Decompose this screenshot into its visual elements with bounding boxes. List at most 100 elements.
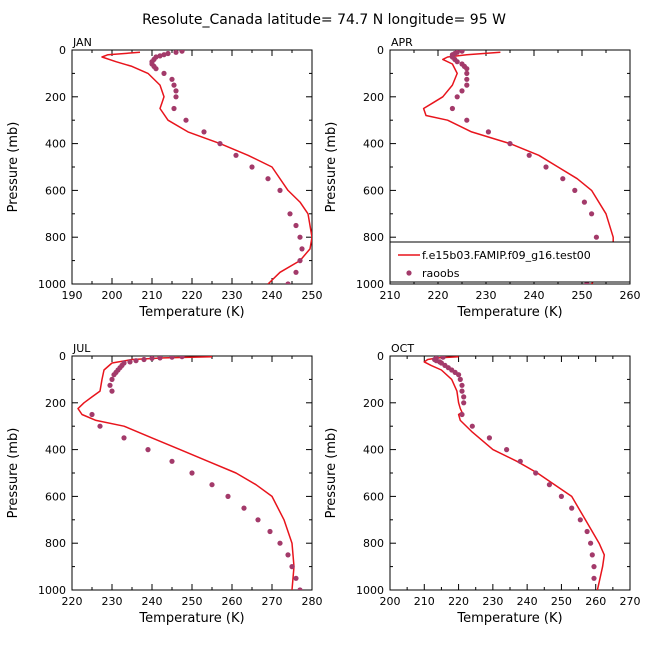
x-tick-label: 230 bbox=[476, 289, 497, 302]
raoobs-point bbox=[517, 458, 523, 464]
raoobs-point bbox=[560, 176, 566, 182]
raoobs-point bbox=[297, 258, 303, 264]
raoobs-point bbox=[297, 587, 303, 590]
y-tick-label: 400 bbox=[45, 138, 66, 151]
raoobs-point bbox=[459, 50, 465, 54]
raoobs-point bbox=[183, 117, 189, 123]
y-tick-label: 200 bbox=[45, 397, 66, 410]
raoobs-point bbox=[133, 358, 139, 364]
raoobs-point bbox=[153, 66, 159, 72]
x-tick-label: 260 bbox=[620, 289, 641, 302]
plot-area bbox=[422, 50, 614, 284]
panel-label: JAN bbox=[72, 36, 92, 49]
raoobs-point bbox=[464, 70, 470, 76]
y-tick-label: 800 bbox=[363, 537, 384, 550]
y-tick-label: 600 bbox=[45, 490, 66, 503]
raoobs-point bbox=[225, 493, 231, 499]
raoobs-point bbox=[111, 372, 117, 378]
raoobs-point bbox=[169, 76, 175, 82]
y-tick-label: 600 bbox=[45, 184, 66, 197]
raoobs-point bbox=[533, 470, 539, 476]
y-tick-label: 200 bbox=[363, 91, 384, 104]
panel-label: APR bbox=[391, 36, 413, 49]
raoobs-point bbox=[233, 152, 239, 158]
x-tick-label: 190 bbox=[62, 289, 83, 302]
raoobs-point bbox=[293, 575, 299, 581]
raoobs-point bbox=[461, 400, 467, 406]
raoobs-point bbox=[285, 552, 291, 558]
x-tick-label: 240 bbox=[517, 595, 538, 608]
raoobs-point bbox=[457, 376, 463, 382]
panel-label: JUL bbox=[72, 342, 91, 355]
raoobs-point bbox=[173, 50, 179, 55]
raoobs-point bbox=[249, 164, 255, 170]
raoobs-point bbox=[459, 388, 465, 394]
y-tick-label: 400 bbox=[363, 138, 384, 151]
raoobs-point bbox=[289, 564, 295, 570]
x-tick-label: 200 bbox=[380, 595, 401, 608]
x-tick-label: 210 bbox=[414, 595, 435, 608]
x-tick-label: 270 bbox=[262, 595, 283, 608]
y-tick-label: 1000 bbox=[38, 584, 66, 597]
raoobs-point bbox=[277, 187, 283, 193]
x-tick-label: 240 bbox=[262, 289, 283, 302]
x-tick-label: 230 bbox=[102, 595, 123, 608]
raoobs-point bbox=[127, 359, 133, 365]
raoobs-point bbox=[277, 540, 283, 546]
raoobs-point bbox=[464, 82, 470, 88]
raoobs-point bbox=[145, 447, 151, 453]
y-tick-label: 0 bbox=[59, 44, 66, 57]
y-tick-label: 600 bbox=[363, 490, 384, 503]
plot-area bbox=[77, 356, 303, 590]
legend-label: raoobs bbox=[422, 267, 460, 280]
raoobs-point bbox=[179, 50, 185, 54]
y-tick-label: 200 bbox=[45, 91, 66, 104]
raoobs-point bbox=[461, 394, 467, 400]
x-axis-label: Temperature (K) bbox=[138, 611, 244, 626]
legend-label: f.e15b03.FAMIP.f09_g16.test00 bbox=[422, 249, 591, 262]
x-tick-label: 250 bbox=[182, 595, 203, 608]
raoobs-point bbox=[486, 435, 492, 441]
raoobs-point bbox=[577, 517, 583, 523]
raoobs-point bbox=[217, 141, 223, 147]
raoobs-point bbox=[454, 59, 460, 65]
raoobs-point bbox=[546, 482, 553, 488]
y-tick-label: 800 bbox=[45, 231, 66, 244]
y-axis-label: Pressure (mb) bbox=[324, 428, 339, 519]
x-axis-label: Temperature (K) bbox=[138, 305, 244, 320]
raoobs-point bbox=[504, 447, 510, 453]
x-tick-label: 220 bbox=[182, 289, 203, 302]
raoobs-point bbox=[287, 211, 293, 217]
x-tick-label: 250 bbox=[551, 595, 572, 608]
x-tick-label: 220 bbox=[428, 289, 449, 302]
raoobs-point bbox=[589, 211, 595, 217]
y-tick-label: 0 bbox=[377, 350, 384, 363]
raoobs-point bbox=[293, 222, 299, 229]
raoobs-point bbox=[449, 105, 455, 112]
x-tick-label: 280 bbox=[302, 595, 323, 608]
legend-dot-swatch bbox=[406, 270, 412, 276]
model-profile-line bbox=[77, 356, 295, 590]
raoobs-point bbox=[161, 70, 167, 76]
raoobs-point bbox=[558, 493, 565, 499]
y-tick-label: 400 bbox=[363, 444, 384, 457]
raoobs-point bbox=[454, 94, 460, 100]
raoobs-point bbox=[459, 88, 465, 94]
raoobs-point bbox=[179, 356, 185, 360]
x-axis-label: Temperature (K) bbox=[456, 611, 562, 626]
raoobs-point bbox=[581, 199, 588, 205]
raoobs-point bbox=[165, 50, 171, 57]
raoobs-point bbox=[293, 269, 299, 275]
model-profile-line bbox=[423, 356, 606, 590]
y-tick-label: 0 bbox=[59, 350, 66, 363]
raoobs-point bbox=[107, 382, 113, 388]
raoobs-point bbox=[171, 105, 177, 112]
x-tick-label: 270 bbox=[620, 595, 641, 608]
raoobs-point bbox=[141, 356, 147, 363]
raoobs-point bbox=[267, 528, 273, 535]
raoobs-point bbox=[591, 575, 597, 581]
raoobs-point bbox=[157, 356, 163, 361]
